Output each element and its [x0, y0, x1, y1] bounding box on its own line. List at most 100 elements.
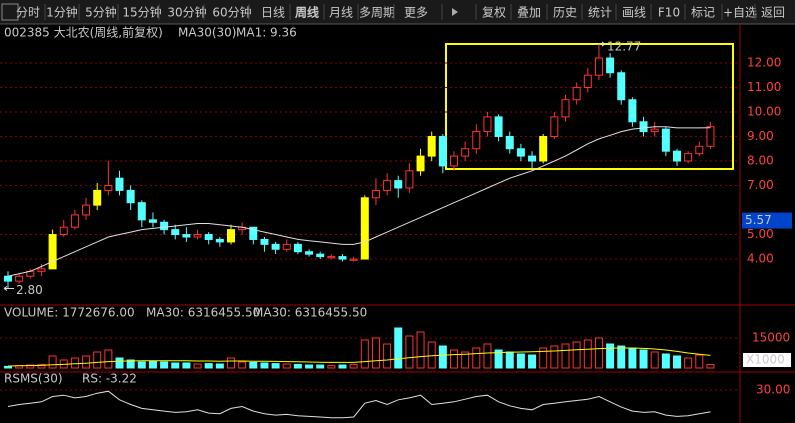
unit-label: X1000 — [746, 353, 785, 367]
volume-bar — [182, 362, 191, 369]
candle-body — [528, 155, 537, 162]
legend-entry: MA30: 6316455.50 — [253, 306, 367, 320]
volume-bar — [516, 353, 525, 369]
y-tick-label: 10.00 — [747, 104, 781, 118]
period-tab[interactable]: 周线 — [295, 5, 319, 20]
y-tick-label: 5.00 — [747, 227, 774, 241]
period-tab[interactable]: 月线 — [329, 6, 353, 20]
volume-bar — [628, 347, 637, 369]
volume-bar — [160, 361, 169, 369]
volume-bar — [539, 347, 548, 369]
candle-body — [394, 180, 403, 189]
candle-body — [126, 189, 135, 204]
menu-icon[interactable] — [1, 3, 19, 21]
volume-bar — [26, 364, 35, 369]
panel-title: VOLUME: 1772676.00 — [4, 306, 135, 320]
highlight-box — [445, 43, 734, 170]
candle-body — [617, 72, 626, 101]
volume-bar — [650, 351, 659, 369]
volume-bar — [617, 345, 626, 369]
candle-body — [4, 275, 12, 282]
candle-body — [271, 243, 280, 250]
candle-body — [650, 128, 659, 133]
period-tab[interactable]: 更多 — [404, 6, 428, 20]
candle-body — [706, 126, 715, 147]
candle-body — [639, 121, 648, 133]
volume-bar — [293, 363, 302, 369]
candle-body — [550, 116, 559, 137]
candle-body — [104, 185, 113, 191]
tool-button[interactable]: 返回 — [761, 6, 785, 20]
y-tick-label: 12.00 — [747, 55, 781, 69]
volume-bar — [483, 343, 492, 369]
candle-body — [360, 197, 369, 260]
period-tab[interactable]: 15分钟 — [122, 5, 161, 20]
tool-button[interactable]: 画线 — [622, 6, 646, 20]
volume-bar — [126, 359, 135, 369]
candle-body — [316, 253, 325, 258]
candle-body — [204, 234, 213, 240]
candle-body — [561, 99, 570, 118]
candle-body — [260, 238, 269, 245]
tool-button[interactable]: 历史 — [553, 6, 577, 20]
y-tick-label: 4.00 — [747, 252, 774, 266]
candle-body — [338, 256, 347, 260]
volume-bar — [371, 337, 380, 369]
volume-bar — [639, 349, 648, 369]
candle-body — [193, 234, 202, 238]
period-tab[interactable]: 多周期 — [359, 6, 395, 20]
candle-body — [628, 99, 637, 123]
period-tab[interactable]: 日线 — [261, 6, 285, 20]
price-tag-label: 5.57 — [745, 213, 772, 227]
period-tab[interactable]: 1分钟 — [46, 5, 78, 20]
volume-bar — [661, 353, 670, 369]
volume-bar — [104, 349, 113, 369]
low-label: 2.80 — [16, 283, 43, 297]
candle-body — [539, 135, 548, 162]
volume-bar — [438, 345, 447, 369]
y-tick-label: 15000 — [752, 331, 790, 345]
candle-body — [249, 226, 258, 240]
candle-body — [606, 57, 615, 74]
tool-button[interactable]: 叠加 — [517, 6, 541, 20]
candle-body — [427, 135, 436, 157]
tool-button[interactable]: +自选 — [723, 6, 757, 20]
more-arrow[interactable] — [452, 8, 458, 16]
ma-value: MA1: 9.36 — [236, 26, 297, 40]
candle-body — [684, 153, 693, 162]
candle-body — [37, 268, 46, 272]
volume-bar — [305, 364, 314, 369]
volume-bar — [338, 364, 347, 369]
tool-button[interactable]: 统计 — [588, 6, 612, 20]
candle-body — [383, 180, 392, 191]
tool-button[interactable]: F10 — [658, 6, 680, 20]
volume-bar — [249, 361, 258, 369]
candle-body — [450, 155, 458, 167]
volume-bar — [171, 362, 180, 369]
volume-bar — [561, 343, 570, 369]
volume-bar — [684, 357, 693, 369]
volume-bar — [550, 345, 559, 369]
y-tick-label: 8.00 — [747, 154, 774, 168]
candle-body — [516, 148, 525, 157]
period-tab[interactable]: 30分钟 — [167, 5, 206, 20]
volume-bar — [461, 351, 470, 369]
volume-bar — [204, 363, 213, 369]
period-tab[interactable]: 分时 — [16, 6, 40, 20]
volume-bar — [260, 362, 269, 369]
candle-body — [82, 204, 91, 216]
candle-body — [327, 256, 336, 259]
tool-button[interactable]: 复权 — [482, 6, 506, 20]
period-tab[interactable]: 60分钟 — [212, 5, 251, 20]
y-tick-label: 30.00 — [756, 382, 790, 396]
period-tab[interactable]: 5分钟 — [85, 5, 117, 20]
volume-bar — [215, 363, 224, 369]
candle-body — [160, 221, 169, 231]
candle-body — [59, 226, 68, 236]
volume-bar — [394, 327, 403, 369]
candle-body — [48, 234, 57, 270]
candle-body — [416, 155, 425, 172]
tool-button[interactable]: 标记 — [691, 6, 715, 20]
